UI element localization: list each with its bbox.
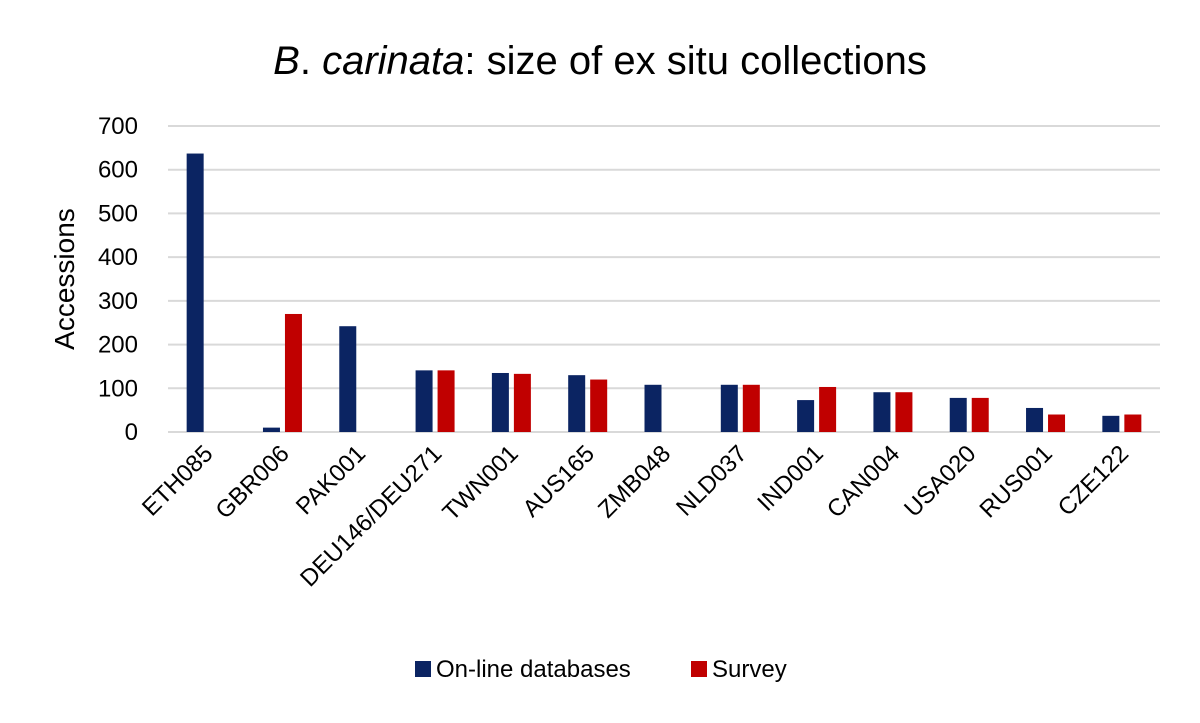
bar-online-usa020 <box>949 397 967 432</box>
legend-label-online: On-line databases <box>436 656 631 683</box>
bar-online-pak001 <box>339 326 357 432</box>
bar-online-zmb048 <box>644 384 662 432</box>
x-tick-label-ind001: IND001 <box>752 440 829 517</box>
bar-online-aus165 <box>568 375 586 432</box>
x-tick-label-can004: CAN004 <box>822 440 905 523</box>
bar-survey-cze122 <box>1124 414 1142 432</box>
bars <box>186 153 1142 433</box>
x-tick-label-deu146-deu271: DEU146/DEU271 <box>295 440 447 592</box>
bar-online-eth085 <box>186 153 204 433</box>
chart-title-italic-2: carinata <box>311 39 464 83</box>
bar-survey-gbr006 <box>284 313 302 432</box>
chart-title: B. carinata: size of ex situ collections <box>273 39 927 83</box>
bar-survey-can004 <box>895 392 913 432</box>
x-tick-label-zmb048: ZMB048 <box>593 440 676 523</box>
legend-swatch-online <box>415 661 431 677</box>
bar-online-rus001 <box>1026 407 1044 432</box>
bar-online-gbr006 <box>262 427 280 432</box>
bar-survey-deu146-deu271 <box>437 370 455 432</box>
y-axis-ticks: 0 100 200 300 400 500 600 700 <box>98 113 138 446</box>
x-tick-label-nld037: NLD037 <box>671 440 752 521</box>
gridlines <box>168 125 1160 433</box>
chart-title-dot: . <box>300 39 311 83</box>
x-tick-label-cze122: CZE122 <box>1053 440 1134 521</box>
y-tick-label-700: 700 <box>98 113 138 140</box>
bar-online-ind001 <box>797 400 815 432</box>
bar-online-cze122 <box>1102 415 1120 432</box>
x-tick-label-usa020: USA020 <box>899 440 981 522</box>
legend: On-line databases Survey <box>415 656 787 683</box>
bar-online-deu146-deu271 <box>415 370 433 432</box>
y-tick-label-300: 300 <box>98 288 138 315</box>
bar-online-twn001 <box>491 372 509 432</box>
x-tick-label-twn001: TWN001 <box>438 440 524 526</box>
bar-survey-usa020 <box>971 397 989 432</box>
y-tick-label-200: 200 <box>98 332 138 359</box>
bar-online-can004 <box>873 392 891 432</box>
x-axis-ticks: ETH085GBR006PAK001DEU146/DEU271TWN001AUS… <box>137 440 1134 592</box>
y-tick-label-100: 100 <box>98 375 138 402</box>
bar-survey-rus001 <box>1048 414 1066 432</box>
y-tick-label-0: 0 <box>125 419 138 446</box>
chart-title-rest: : size of ex situ collections <box>464 39 926 83</box>
y-axis-title: Accessions <box>49 208 80 350</box>
bar-survey-nld037 <box>742 384 760 432</box>
x-tick-label-rus001: RUS001 <box>975 440 1058 523</box>
bar-survey-twn001 <box>513 373 531 432</box>
x-tick-label-aus165: AUS165 <box>518 440 600 522</box>
y-tick-label-500: 500 <box>98 200 138 227</box>
bar-survey-ind001 <box>819 386 837 432</box>
legend-swatch-survey <box>691 661 707 677</box>
legend-label-survey: Survey <box>712 656 787 683</box>
x-tick-label-gbr006: GBR006 <box>211 440 295 524</box>
x-tick-label-eth085: ETH085 <box>137 440 218 521</box>
bar-online-nld037 <box>720 384 738 432</box>
bar-survey-aus165 <box>590 379 608 432</box>
y-tick-label-400: 400 <box>98 244 138 271</box>
chart-title-italic: B <box>273 39 300 83</box>
y-tick-label-600: 600 <box>98 157 138 184</box>
